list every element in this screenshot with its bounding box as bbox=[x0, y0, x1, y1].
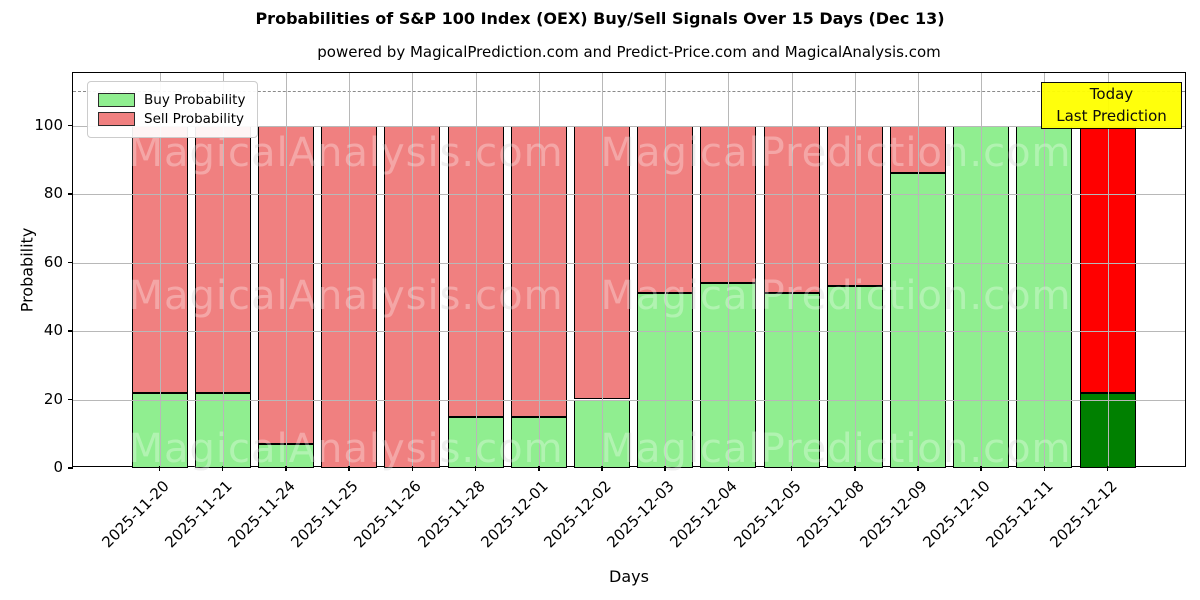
watermark-text: MagicalPrediction.com bbox=[600, 273, 1072, 319]
x-tick bbox=[1043, 466, 1046, 471]
legend-item-buy: Buy Probability bbox=[98, 92, 245, 108]
v-gridline bbox=[791, 73, 793, 466]
x-tick bbox=[348, 466, 350, 471]
v-gridline bbox=[349, 73, 351, 466]
v-gridline bbox=[285, 73, 287, 466]
y-tick-label: 100 bbox=[34, 115, 63, 134]
today-line1: Today bbox=[1089, 85, 1134, 103]
x-tick bbox=[411, 466, 414, 471]
today-line2: Last Prediction bbox=[1056, 107, 1167, 125]
v-gridline bbox=[475, 73, 477, 466]
y-tick bbox=[68, 398, 73, 401]
x-tick bbox=[474, 466, 477, 471]
buy-swatch-icon bbox=[98, 93, 135, 107]
y-tick-label: 40 bbox=[43, 321, 63, 339]
v-gridline bbox=[222, 73, 224, 466]
v-gridline bbox=[1044, 73, 1046, 466]
legend-label-buy: Buy Probability bbox=[144, 92, 246, 108]
today-annotation: Today Last Prediction bbox=[1041, 82, 1182, 129]
h-gridline bbox=[73, 262, 1185, 264]
x-tick bbox=[285, 466, 287, 471]
x-tick bbox=[727, 466, 730, 471]
y-tick-label: 80 bbox=[43, 184, 63, 202]
x-tick bbox=[221, 466, 224, 471]
v-gridline bbox=[981, 73, 983, 466]
v-gridline bbox=[601, 73, 603, 466]
y-tick bbox=[68, 330, 73, 332]
y-tick-label: 60 bbox=[43, 252, 63, 271]
x-tick bbox=[1106, 466, 1109, 471]
legend-item-sell: Sell Probability bbox=[98, 111, 245, 127]
threshold-dashline bbox=[73, 91, 1185, 93]
legend: Buy Probability Sell Probability bbox=[87, 81, 259, 138]
x-tick bbox=[158, 466, 161, 471]
x-tick bbox=[790, 466, 793, 471]
v-gridline bbox=[728, 73, 730, 466]
h-gridline bbox=[73, 399, 1185, 401]
h-gridline bbox=[73, 331, 1185, 332]
v-gridline bbox=[538, 73, 540, 466]
x-tick bbox=[854, 466, 856, 471]
h-gridline bbox=[73, 125, 1185, 127]
v-gridline bbox=[1107, 73, 1109, 466]
x-tick bbox=[664, 466, 666, 471]
y-tick bbox=[68, 124, 73, 127]
sell-swatch-icon bbox=[98, 112, 135, 126]
watermark-text: MagicalPrediction.com bbox=[600, 130, 1072, 176]
x-tick bbox=[601, 466, 603, 471]
x-tick bbox=[917, 466, 919, 471]
v-gridline bbox=[665, 73, 667, 466]
x-tick bbox=[980, 466, 982, 471]
y-tick bbox=[68, 467, 73, 469]
chart-subtitle: powered by MagicalPrediction.com and Pre… bbox=[317, 43, 941, 61]
x-axis-label: Days bbox=[609, 567, 649, 586]
plot-area: Probability Days Buy Probability Sell Pr… bbox=[18, 72, 1186, 586]
watermark-text: MagicalAnalysis.com bbox=[128, 426, 564, 472]
watermark-text: MagicalAnalysis.com bbox=[128, 273, 564, 319]
legend-label-sell: Sell Probability bbox=[144, 111, 245, 127]
watermark-text: MagicalPrediction.com bbox=[600, 426, 1072, 472]
v-gridline bbox=[918, 73, 920, 466]
y-tick-label: 20 bbox=[43, 389, 63, 408]
v-gridline bbox=[159, 73, 161, 466]
v-gridline bbox=[412, 73, 414, 466]
v-gridline bbox=[854, 73, 856, 466]
x-tick bbox=[538, 466, 540, 471]
h-gridline bbox=[73, 194, 1185, 195]
y-tick-label: 0 bbox=[53, 458, 63, 476]
y-tick bbox=[68, 261, 73, 264]
chart-title: Probabilities of S&P 100 Index (OEX) Buy… bbox=[255, 9, 945, 28]
y-tick bbox=[68, 193, 73, 195]
